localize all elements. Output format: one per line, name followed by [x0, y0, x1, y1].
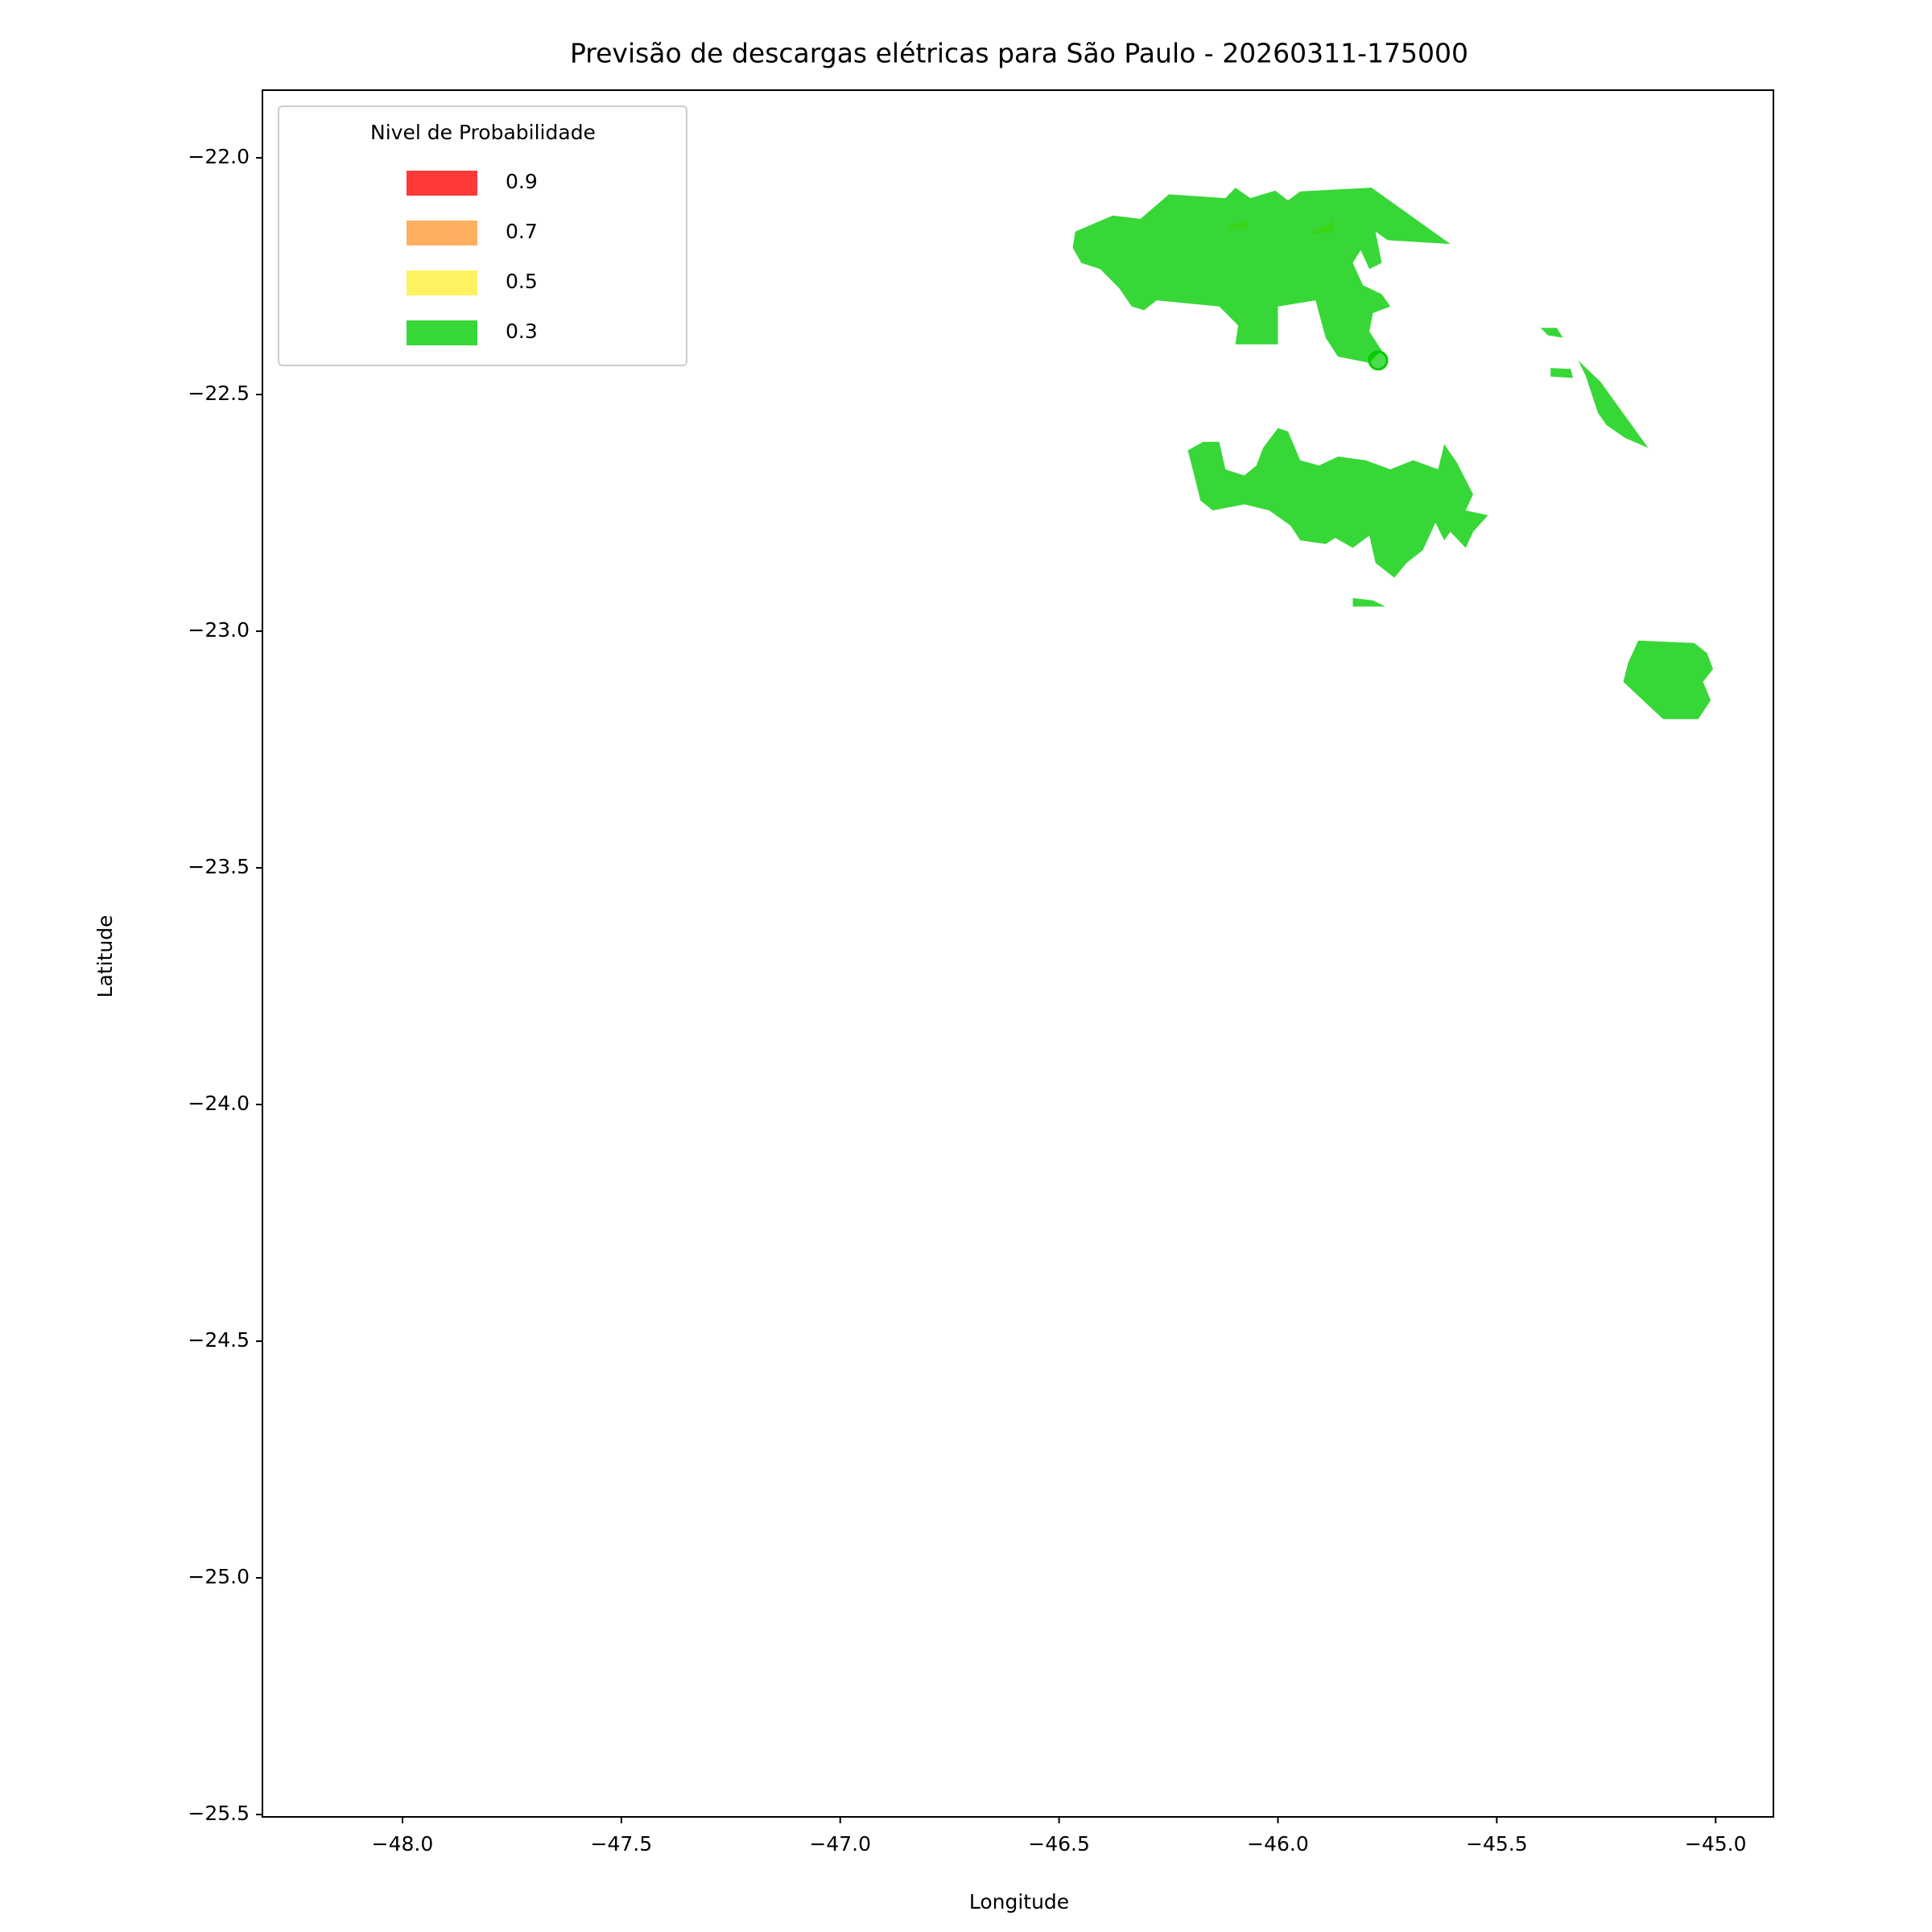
- legend-swatch: [407, 320, 477, 345]
- y-tick-label: −22.0: [188, 145, 250, 168]
- x-axis-label: Longitude: [969, 1890, 1069, 1913]
- plot-area: [1072, 188, 1713, 720]
- x-tick-label: −47.5: [591, 1832, 653, 1856]
- contour-region: [1623, 640, 1713, 720]
- contour-region: [1578, 360, 1649, 448]
- y-axis-label: Latitude: [93, 915, 117, 998]
- legend-swatch: [407, 221, 477, 246]
- legend-title: Nivel de Probabilidade: [370, 121, 596, 144]
- x-tick-label: −47.0: [809, 1832, 871, 1856]
- legend-swatch: [407, 270, 477, 295]
- contour-region: [1352, 597, 1386, 607]
- x-tick-label: −45.0: [1685, 1832, 1747, 1856]
- x-tick-label: −46.5: [1028, 1832, 1090, 1856]
- x-tick-label: −45.5: [1466, 1832, 1528, 1856]
- y-tick-label: −25.5: [188, 1802, 250, 1825]
- legend-label: 0.3: [506, 320, 538, 343]
- y-tick-label: −23.5: [188, 855, 250, 878]
- legend-label: 0.9: [506, 170, 538, 193]
- y-tick-label: −23.0: [188, 618, 250, 642]
- legend-box: [278, 105, 687, 366]
- y-tick-label: −25.0: [188, 1565, 250, 1588]
- legend-label: 0.7: [506, 220, 538, 243]
- legend: Nivel de Probabilidade 0.9 0.7 0.5 0.3: [278, 105, 687, 366]
- contour-region: [1540, 328, 1563, 338]
- plot-frame: [262, 89, 1774, 1818]
- legend-swatch: [407, 171, 477, 196]
- y-tick-label: −24.0: [188, 1092, 250, 1115]
- y-tick-label: −24.5: [188, 1328, 250, 1352]
- contour-region: [1187, 427, 1488, 578]
- contour-region: [1072, 188, 1451, 363]
- point-marker: [1368, 350, 1389, 371]
- contour-region: [1550, 368, 1573, 378]
- legend-label: 0.5: [506, 270, 538, 293]
- y-tick-label: −22.5: [188, 382, 250, 405]
- x-tick-label: −46.0: [1247, 1832, 1309, 1856]
- x-tick-label: −48.0: [372, 1832, 434, 1856]
- chart-title: Previsão de descargas elétricas para São…: [570, 38, 1468, 69]
